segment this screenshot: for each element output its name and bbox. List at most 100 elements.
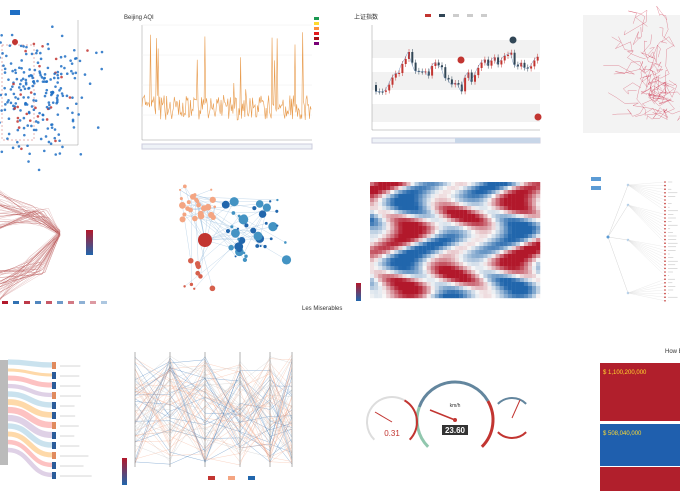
heat-cell	[382, 202, 387, 207]
candle	[398, 73, 401, 75]
sankey-flow	[7, 375, 53, 388]
heat-cell	[475, 202, 480, 207]
heat-cell	[390, 266, 395, 271]
heat-cell	[386, 254, 391, 259]
heat-cell	[422, 222, 427, 227]
heat-cell	[483, 266, 488, 271]
heat-cell	[426, 186, 431, 191]
node	[221, 200, 230, 209]
heat-cell	[507, 278, 512, 283]
heat-cell	[422, 270, 427, 275]
heat-cell	[418, 202, 423, 207]
scatter-dot	[33, 92, 36, 96]
heat-cell	[451, 286, 456, 291]
heat-cell	[406, 282, 411, 287]
heat-cell	[491, 262, 496, 267]
candle	[431, 65, 434, 76]
heat-cell	[532, 230, 537, 235]
scatter-dot	[34, 128, 38, 132]
heat-cell	[451, 230, 456, 235]
scatter-dot	[38, 71, 42, 75]
heat-cell	[446, 206, 452, 211]
edge	[194, 194, 199, 267]
heat-cell	[459, 230, 464, 235]
heat-cell	[527, 242, 533, 247]
heat-cell	[483, 278, 488, 283]
heat-cell	[511, 226, 516, 231]
heat-cell	[422, 254, 427, 259]
heat-cell	[390, 238, 395, 243]
heat-cell	[479, 242, 484, 247]
heat-cell	[527, 258, 533, 263]
candle	[513, 52, 516, 65]
heat-cell	[426, 218, 431, 223]
scatter-dot	[69, 59, 72, 62]
zoom-handle	[455, 138, 540, 143]
heat-cell	[374, 214, 379, 219]
heat-cell	[446, 190, 452, 195]
heat-cell	[390, 186, 395, 191]
heat-cell	[410, 262, 415, 267]
parallel-line	[134, 368, 293, 440]
heat-cell	[532, 226, 537, 231]
heat-cell	[479, 278, 484, 283]
heat-cell	[370, 246, 375, 251]
heat-cell	[446, 194, 452, 199]
heat-cell	[422, 206, 427, 211]
heat-cell	[430, 202, 435, 207]
heat-cell	[459, 294, 464, 299]
radar-line	[0, 204, 61, 284]
parallel-line	[134, 366, 293, 430]
heat-cell	[426, 182, 431, 187]
tree-leaf	[664, 192, 666, 194]
scatter-dot	[16, 140, 19, 144]
heat-cell	[370, 202, 375, 207]
heat-cell	[426, 190, 431, 195]
heat-cell	[438, 198, 444, 203]
ma-line	[374, 51, 537, 93]
heat-cell	[519, 214, 525, 219]
scatter-dot	[32, 128, 36, 132]
scatter-dot	[72, 48, 76, 52]
heat-cell	[503, 182, 508, 187]
heat-cell	[430, 218, 435, 223]
scatter-dot	[6, 100, 9, 104]
heat-cell	[426, 246, 431, 251]
radar-line	[0, 211, 61, 287]
heat-cell	[446, 286, 452, 291]
heat-cell	[418, 230, 423, 235]
heat-cell	[378, 266, 383, 271]
scatter-dot	[12, 92, 16, 96]
heat-cell	[418, 278, 423, 283]
heat-cell	[523, 262, 529, 267]
heat-cell	[414, 282, 419, 287]
heat-cell	[487, 270, 492, 275]
scatter-dot	[51, 101, 55, 104]
heat-cell	[519, 250, 525, 255]
scatter-dot	[8, 44, 12, 47]
heat-cell	[515, 250, 520, 255]
heat-cell	[515, 226, 520, 231]
heat-cell	[463, 262, 468, 267]
scatter-dot	[27, 160, 30, 163]
heat-cell	[495, 242, 500, 247]
node	[178, 188, 182, 191]
heat-cell	[515, 238, 520, 243]
node	[196, 202, 201, 208]
heat-cell	[519, 282, 525, 287]
route	[652, 107, 668, 119]
heat-cell	[479, 290, 484, 295]
heat-cell	[471, 246, 476, 251]
scatter-dot	[48, 103, 51, 107]
heat-cell	[483, 246, 488, 251]
candle	[487, 59, 490, 66]
scatter-dot	[44, 135, 48, 138]
heat-cell	[451, 190, 456, 195]
heat-cell	[511, 278, 516, 283]
heat-cell	[378, 262, 383, 267]
heat-cell	[370, 226, 375, 231]
sankey-flow	[7, 423, 53, 448]
tree-leaf	[664, 202, 666, 205]
scatter-dot	[30, 124, 33, 128]
scatter-dot	[45, 80, 48, 84]
